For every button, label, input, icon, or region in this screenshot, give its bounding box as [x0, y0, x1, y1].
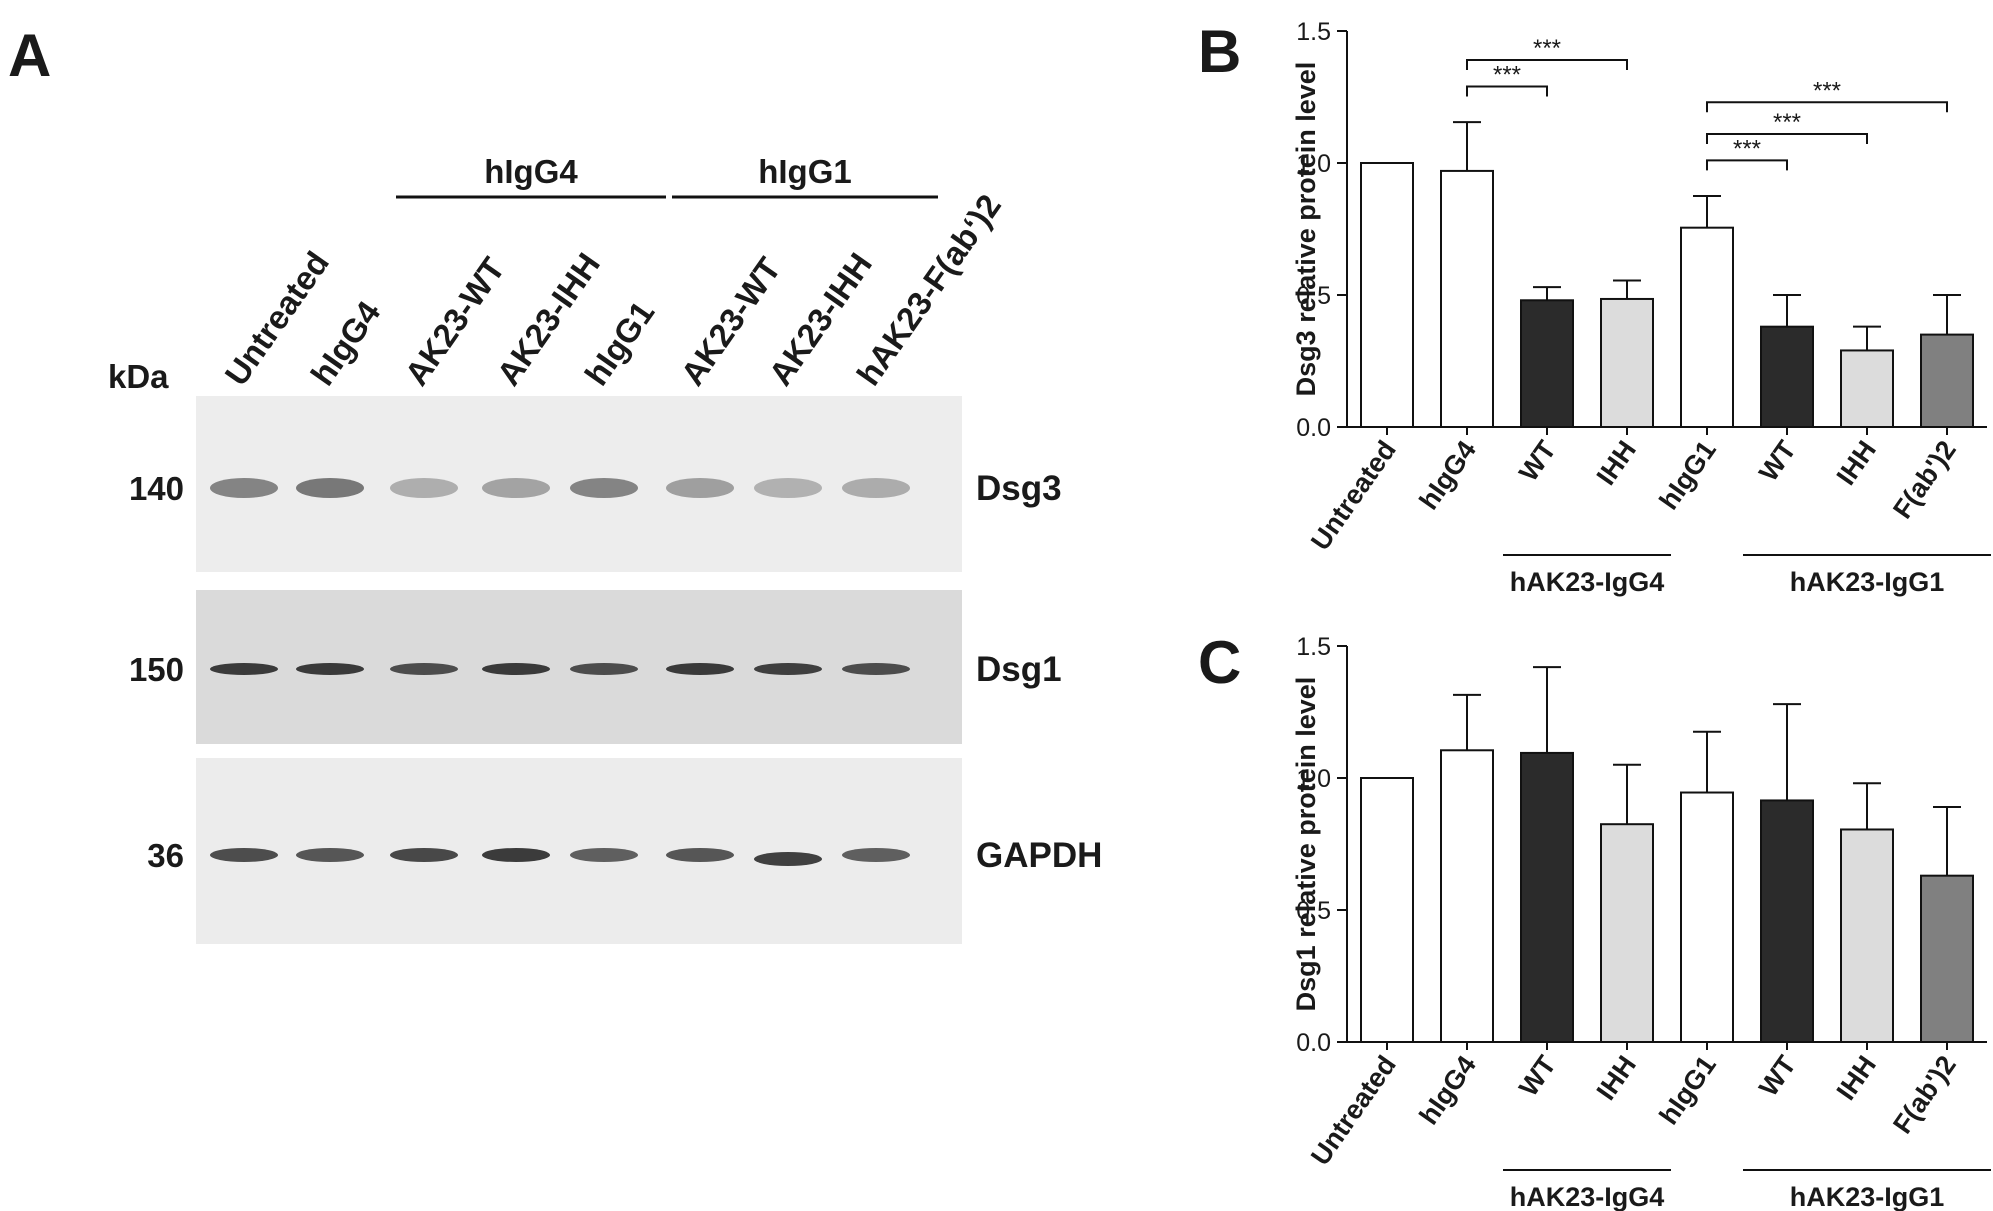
- category-label: IHH: [1591, 435, 1642, 490]
- panel-a-letter: A: [8, 22, 51, 89]
- blot-band: [754, 478, 822, 498]
- blot-band: [296, 478, 364, 498]
- category-label: WT: [1753, 1050, 1802, 1102]
- blot-band: [842, 848, 910, 862]
- bar: [1440, 169, 1494, 428]
- bar: [1840, 349, 1894, 428]
- kda-label: kDa: [108, 358, 169, 395]
- blot-band: [570, 663, 638, 675]
- protein-label: Dsg3: [976, 469, 1062, 508]
- category-label: hIgG4: [1413, 435, 1481, 515]
- category-label: IHH: [1831, 1050, 1882, 1105]
- category-label: F(ab')2: [1887, 435, 1962, 524]
- category-label: hIgG1: [1653, 435, 1721, 515]
- y-tick-label: 0.5: [1296, 897, 1331, 925]
- blot-band: [210, 478, 278, 498]
- category-label: Untreated: [1305, 1050, 1402, 1170]
- significance-bracket: [1706, 132, 1868, 144]
- bar: [1680, 226, 1734, 428]
- y-tick-label: 0.0: [1296, 414, 1331, 442]
- blot-band: [390, 848, 458, 862]
- lane-label: hIgG4: [303, 294, 387, 392]
- category-label: IHH: [1831, 435, 1882, 490]
- group-label: hIgG4: [484, 153, 578, 190]
- y-tick-label: 1.0: [1296, 150, 1331, 178]
- bar: [1920, 333, 1974, 429]
- blot-band: [570, 848, 638, 862]
- bar: [1760, 799, 1814, 1043]
- y-axis-label: Dsg3 relative protein level: [1291, 62, 1321, 397]
- blot-band: [482, 848, 550, 862]
- bar: [1600, 823, 1654, 1044]
- bar: [1440, 749, 1494, 1044]
- significance-label: ***: [1493, 61, 1521, 88]
- category-label: IHH: [1591, 1050, 1642, 1105]
- significance-bracket: [1466, 59, 1628, 71]
- bar: [1840, 828, 1894, 1043]
- y-tick-label: 1.5: [1296, 18, 1331, 46]
- panel-letter: C: [1198, 629, 1241, 696]
- blot-band: [754, 663, 822, 675]
- significance-label: ***: [1773, 109, 1801, 136]
- blot-band: [210, 848, 278, 862]
- category-label: WT: [1513, 1050, 1562, 1102]
- blot-band: [754, 852, 822, 866]
- category-label: WT: [1753, 435, 1802, 487]
- blot-band: [666, 848, 734, 862]
- molecular-weight-marker: 140: [129, 470, 184, 507]
- bar: [1360, 777, 1414, 1043]
- protein-label: GAPDH: [976, 836, 1102, 875]
- blot-band: [296, 663, 364, 675]
- dsg1-chart-panel: C 0.0 0.5 1.0 1.5 Dsg1 relative protein level…: [1198, 629, 1991, 1211]
- blot-band: [210, 663, 278, 675]
- bar: [1520, 751, 1574, 1043]
- dsg3-chart-panel: B 0.0 0.5 1.0 1.5 Dsg3 relative protein level…: [1198, 18, 1991, 597]
- bar: [1920, 874, 1974, 1043]
- category-label: hIgG4: [1413, 1050, 1481, 1130]
- category-label: hIgG1: [1653, 1050, 1721, 1130]
- y-axis-label: Dsg1 relative protein level: [1291, 677, 1321, 1012]
- bar: [1680, 791, 1734, 1044]
- group-label: hAK23-IgG1: [1790, 567, 1945, 597]
- bar: [1600, 297, 1654, 428]
- blot-band: [482, 663, 550, 675]
- significance-label: ***: [1533, 35, 1561, 62]
- y-tick-label: 0.5: [1296, 282, 1331, 310]
- blot-band: [570, 478, 638, 498]
- blot-band: [482, 478, 550, 498]
- bar: [1520, 299, 1574, 428]
- blot-band: [390, 663, 458, 675]
- bar: [1360, 162, 1414, 428]
- protein-label: Dsg1: [976, 650, 1062, 689]
- category-label: F(ab')2: [1887, 1050, 1962, 1139]
- y-tick-label: 1.5: [1296, 633, 1331, 661]
- category-label: Untreated: [1305, 435, 1402, 555]
- significance-label: ***: [1733, 135, 1761, 162]
- significance-bracket: [1706, 101, 1948, 113]
- significance-bracket: [1466, 85, 1548, 97]
- blot-band: [666, 478, 734, 498]
- blot-band: [666, 663, 734, 675]
- group-label: hAK23-IgG4: [1510, 567, 1665, 597]
- category-label: WT: [1513, 435, 1562, 487]
- lane-label: hIgG1: [577, 294, 661, 392]
- blot-band: [842, 663, 910, 675]
- blot-band: [296, 848, 364, 862]
- lane-label: hAK23-F(ab‘)2: [849, 188, 1008, 392]
- bar: [1760, 325, 1814, 428]
- molecular-weight-marker: 36: [147, 837, 184, 874]
- blot-band: [842, 478, 910, 498]
- group-label: hAK23-IgG1: [1790, 1182, 1945, 1211]
- blot-band: [390, 478, 458, 498]
- group-label: hIgG1: [758, 153, 852, 190]
- molecular-weight-marker: 150: [129, 651, 184, 688]
- group-label: hAK23-IgG4: [1510, 1182, 1665, 1211]
- y-tick-label: 0.0: [1296, 1029, 1331, 1057]
- significance-bracket: [1706, 159, 1788, 171]
- y-tick-label: 1.0: [1296, 765, 1331, 793]
- panel-letter: B: [1198, 18, 1241, 85]
- significance-label: ***: [1813, 77, 1841, 104]
